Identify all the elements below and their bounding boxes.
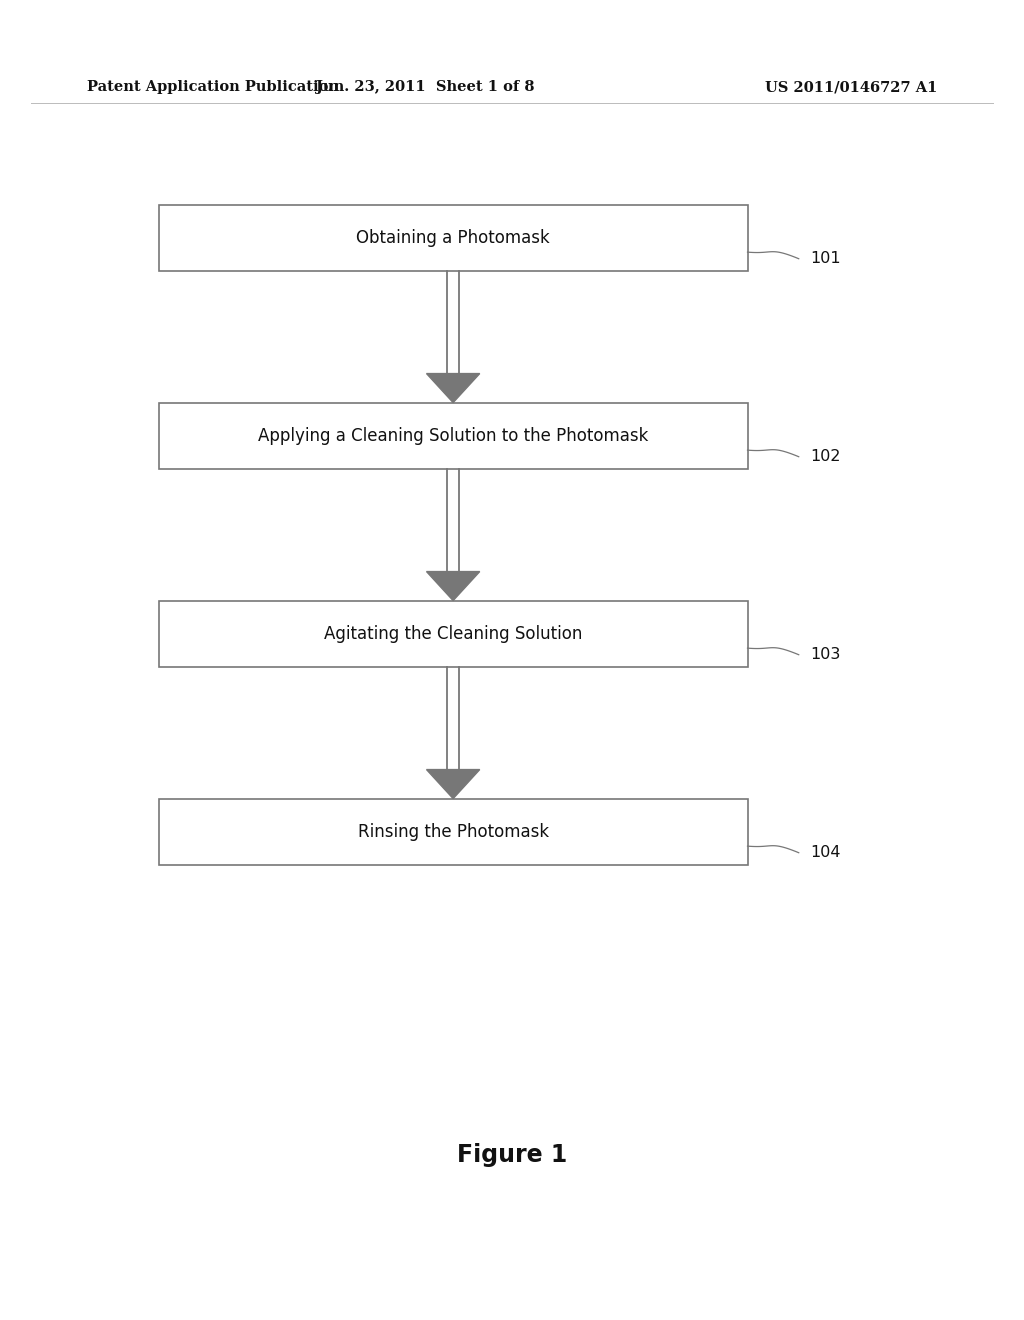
Text: Obtaining a Photomask: Obtaining a Photomask bbox=[356, 228, 550, 247]
Text: Applying a Cleaning Solution to the Photomask: Applying a Cleaning Solution to the Phot… bbox=[258, 426, 648, 445]
Text: 103: 103 bbox=[810, 647, 841, 663]
Text: Agitating the Cleaning Solution: Agitating the Cleaning Solution bbox=[324, 624, 583, 643]
Text: US 2011/0146727 A1: US 2011/0146727 A1 bbox=[765, 81, 937, 94]
Text: Rinsing the Photomask: Rinsing the Photomask bbox=[357, 822, 549, 841]
Polygon shape bbox=[426, 374, 479, 403]
Text: 102: 102 bbox=[810, 449, 841, 465]
Text: 104: 104 bbox=[810, 845, 841, 861]
Bar bbox=[159, 601, 748, 667]
Polygon shape bbox=[426, 770, 479, 799]
Bar bbox=[159, 799, 748, 865]
Polygon shape bbox=[426, 572, 479, 601]
Text: Patent Application Publication: Patent Application Publication bbox=[87, 81, 339, 94]
Text: 101: 101 bbox=[810, 251, 841, 267]
Bar bbox=[159, 205, 748, 271]
Bar bbox=[159, 403, 748, 469]
Text: Jun. 23, 2011  Sheet 1 of 8: Jun. 23, 2011 Sheet 1 of 8 bbox=[315, 81, 535, 94]
Text: Figure 1: Figure 1 bbox=[457, 1143, 567, 1167]
